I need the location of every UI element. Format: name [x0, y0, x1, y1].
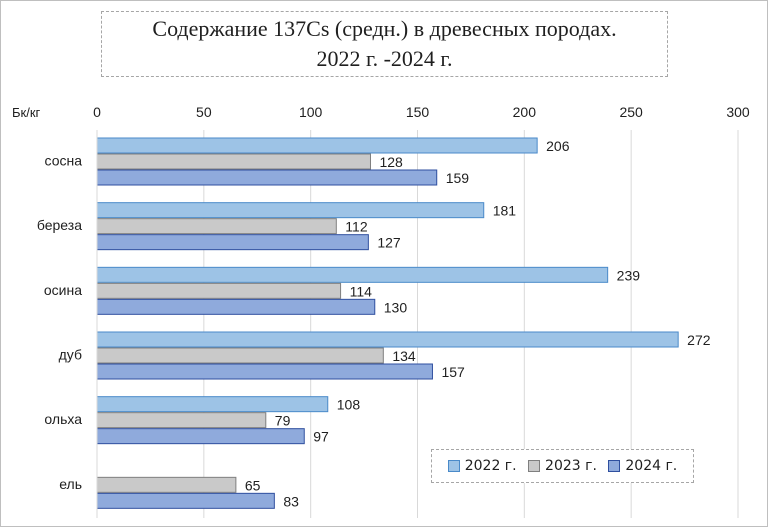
legend-label-2024: 2024 г. [625, 458, 678, 474]
x-tick-label: 50 [196, 104, 212, 120]
bar [96, 298, 376, 315]
data-label: 83 [283, 493, 299, 509]
x-tick-label: 100 [299, 104, 323, 120]
data-label: 157 [441, 364, 465, 380]
chart-title-line2: 2022 г. -2024 г. [316, 46, 453, 71]
x-tick-label: 300 [726, 104, 750, 120]
bar [96, 266, 609, 283]
category-label: ель [59, 476, 82, 492]
data-label: 114 [350, 283, 373, 299]
bar [96, 476, 237, 493]
legend-swatch-2023 [528, 460, 541, 472]
category-label: береза [37, 217, 82, 233]
bar [96, 137, 538, 154]
bar [96, 331, 679, 348]
bar [96, 412, 267, 429]
legend-label-2022: 2022 г. [464, 458, 517, 474]
bar [96, 218, 337, 235]
bar [96, 202, 485, 219]
legend-item-2023: 2023 г. [528, 458, 597, 474]
legend-swatch-2024 [608, 460, 621, 472]
bar [96, 363, 433, 380]
category-label: осина [44, 282, 82, 298]
legend-item-2022: 2022 г. [447, 458, 517, 474]
legend-item-2024: 2024 г. [608, 458, 677, 474]
x-tick-label: 0 [93, 104, 101, 120]
data-label: 128 [379, 154, 403, 170]
bar [96, 153, 371, 170]
data-label: 127 [377, 235, 401, 251]
data-label: 97 [313, 429, 329, 445]
unit-label: Бк/кг [12, 105, 41, 120]
data-label: 181 [493, 203, 517, 219]
data-label: 79 [275, 413, 291, 429]
data-label: 239 [617, 267, 641, 283]
chart-title-line1: Содержание 137Cs (средн.) в древесных по… [152, 16, 617, 41]
bar [96, 282, 342, 299]
bar [96, 169, 438, 186]
bar [96, 396, 329, 413]
data-label: 108 [337, 397, 361, 413]
x-tick-label: 150 [406, 104, 430, 120]
data-label: 134 [392, 348, 416, 364]
bar [96, 234, 369, 251]
x-tick-label: 250 [619, 104, 643, 120]
category-label: ольха [44, 411, 82, 427]
legend-swatch-2022 [447, 460, 460, 472]
data-label: 272 [687, 332, 711, 348]
category-label: дуб [59, 347, 82, 363]
legend-label-2023: 2023 г. [545, 458, 597, 474]
legend: 2022 г. 2023 г. 2024 г. [431, 449, 694, 483]
data-label: 65 [245, 477, 261, 493]
data-label: 159 [446, 170, 470, 186]
chart-title: Содержание 137Cs (средн.) в древесных по… [101, 11, 668, 77]
bar [96, 492, 275, 509]
x-tick-label: 200 [513, 104, 537, 120]
bar [96, 428, 305, 445]
category-label: сосна [45, 153, 83, 169]
bar [96, 347, 384, 364]
data-label: 130 [384, 299, 408, 315]
data-label: 112 [345, 219, 368, 235]
data-label: 206 [546, 138, 570, 154]
